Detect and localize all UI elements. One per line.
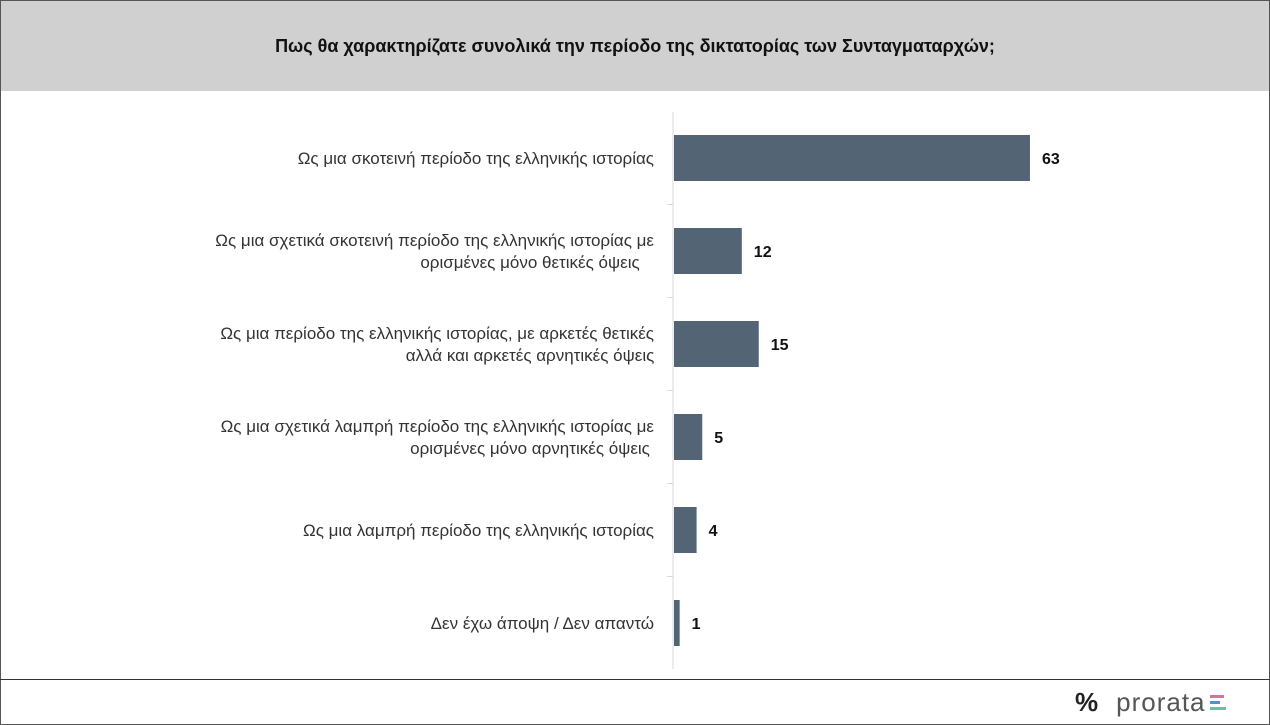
category-label-4: Ως μια λαμπρή περίοδο της ελληνικής ιστο… bbox=[303, 521, 654, 540]
percent-icon: % bbox=[1075, 686, 1099, 717]
category-label-0: Ως μια σκοτεινή περίοδο της ελληνικής ισ… bbox=[298, 149, 654, 168]
bar-1 bbox=[674, 228, 742, 274]
value-label-0: 63 bbox=[1042, 151, 1060, 168]
value-label-5: 1 bbox=[692, 616, 701, 633]
bar-2 bbox=[674, 321, 759, 367]
bar-3 bbox=[674, 414, 703, 460]
category-label-3: Ως μια σχετικά λαμπρή περίοδο της ελληνι… bbox=[221, 417, 655, 458]
logo-bars-icon bbox=[1209, 694, 1226, 710]
bar-5 bbox=[674, 600, 680, 646]
footer-divider bbox=[0, 679, 1270, 680]
bar-0 bbox=[674, 135, 1030, 181]
category-label-2: Ως μια περίοδο της ελληνικής ιστορίας, μ… bbox=[220, 324, 654, 365]
prorata-logo: % prorata bbox=[1075, 684, 1226, 720]
title-bar: Πως θα χαρακτηρίζατε συνολικά την περίοδ… bbox=[1, 1, 1269, 91]
category-label-5: Δεν έχω άποψη / Δεν απαντώ bbox=[431, 614, 654, 633]
chart-title: Πως θα χαρακτηρίζατε συνολικά την περίοδ… bbox=[275, 35, 995, 56]
value-label-4: 4 bbox=[709, 523, 718, 540]
bar-4 bbox=[674, 507, 697, 553]
value-label-2: 15 bbox=[771, 337, 789, 354]
logo-text: prorata bbox=[1116, 686, 1206, 717]
value-label-3: 5 bbox=[714, 430, 723, 447]
category-label-1: Ως μια σχετικά σκοτεινή περίοδο της ελλη… bbox=[215, 231, 654, 272]
bar-chart: 63 Ως μια σκοτεινή περίοδο της ελληνικής … bbox=[215, 112, 1060, 669]
value-label-1: 12 bbox=[754, 244, 772, 261]
